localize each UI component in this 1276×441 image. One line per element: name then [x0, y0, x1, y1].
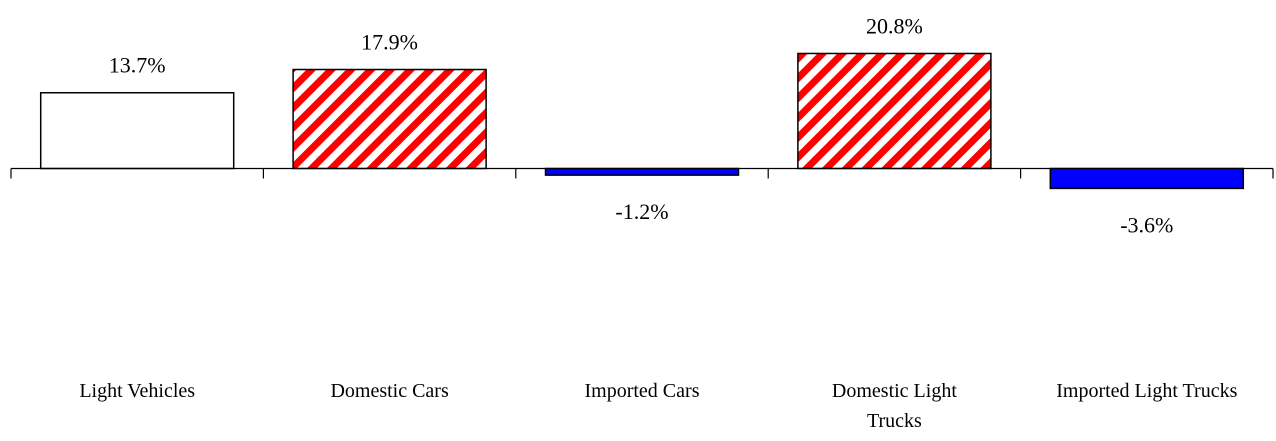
- value-label-imported-cars: -1.2%: [615, 199, 668, 224]
- category-label-imported-light-trucks: Imported Light Trucks: [1056, 380, 1237, 402]
- bar-imported-cars: [544, 167, 740, 176]
- value-label-light-vehicles: 13.7%: [109, 53, 166, 78]
- bar-domestic-light-trucks: [797, 52, 992, 170]
- category-label-domestic-cars: Domestic Cars: [330, 380, 449, 402]
- bar-light-vehicles: [39, 91, 235, 170]
- value-label-domestic-cars: 17.9%: [361, 30, 418, 55]
- category-label-imported-cars: Imported Cars: [585, 380, 700, 402]
- bar-domestic-cars: [292, 68, 487, 170]
- bars-layer: [39, 52, 1245, 190]
- value-label-imported-light-trucks: -3.6%: [1120, 212, 1173, 237]
- category-labels: Light Vehicles Domestic Cars Imported Cars…: [79, 380, 1237, 432]
- x-axis: [10, 167, 1274, 179]
- value-label-domestic-light-trucks: 20.8%: [866, 13, 923, 38]
- category-label-light-vehicles: Light Vehicles: [79, 380, 195, 402]
- bar-imported-light-trucks: [1049, 167, 1245, 190]
- value-labels: 13.7% 17.9% -1.2% 20.8% -3.6%: [109, 13, 1174, 237]
- category-label-domestic-light-trucks: Domestic Light Trucks: [832, 380, 957, 432]
